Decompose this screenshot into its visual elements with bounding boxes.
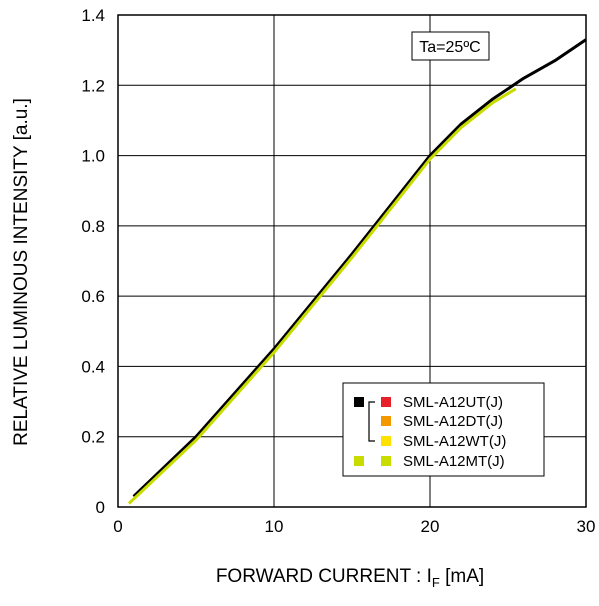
y-axis-title: RELATIVE LUMINOUS INTENSITY [a.u.] <box>11 98 32 446</box>
legend-group-marker-black <box>354 397 364 407</box>
x-axis-title: FORWARD CURRENT : IF [mA] <box>216 566 484 590</box>
series-group <box>127 38 587 505</box>
legend-group-marker-green <box>354 456 364 466</box>
temperature-annotation: Ta=25ºC <box>411 31 490 61</box>
x-tick-label: 30 <box>577 517 596 536</box>
x-tick-label: 10 <box>265 517 284 536</box>
series-line <box>127 87 517 505</box>
series-line <box>132 38 587 498</box>
legend-swatch <box>381 416 391 426</box>
legend-label: SML-A12DT(J) <box>403 413 503 430</box>
x-tick-label: 0 <box>113 517 122 536</box>
y-tick-label: 0.2 <box>81 428 105 447</box>
legend-bracket <box>368 401 375 442</box>
x-tick-label: 20 <box>421 517 440 536</box>
legend: SML-A12UT(J) SML-A12DT(J) SML-A12WT(J) S… <box>342 382 545 477</box>
legend-label: SML-A12MT(J) <box>403 453 505 470</box>
legend-swatch <box>381 397 391 407</box>
legend-label: SML-A12WT(J) <box>403 433 506 450</box>
plot-frame <box>117 14 587 508</box>
legend-label: SML-A12UT(J) <box>403 394 503 411</box>
y-tick-label: 0 <box>96 498 105 517</box>
y-tick-label: 1.0 <box>81 147 105 166</box>
y-tick-label: 1.2 <box>81 76 105 95</box>
x-tick-labels: 0 10 20 30 <box>113 517 595 536</box>
y-tick-label: 0.4 <box>81 357 105 376</box>
legend-swatch <box>381 456 391 466</box>
legend-swatch <box>381 436 391 446</box>
annotation-text: Ta=25ºC <box>419 39 480 56</box>
y-tick-labels: 0 0.2 0.4 0.6 0.8 1.0 1.2 1.4 <box>81 6 105 517</box>
y-tick-label: 0.6 <box>81 287 105 306</box>
y-tick-label: 0.8 <box>81 217 105 236</box>
y-tick-label: 1.4 <box>81 6 105 25</box>
